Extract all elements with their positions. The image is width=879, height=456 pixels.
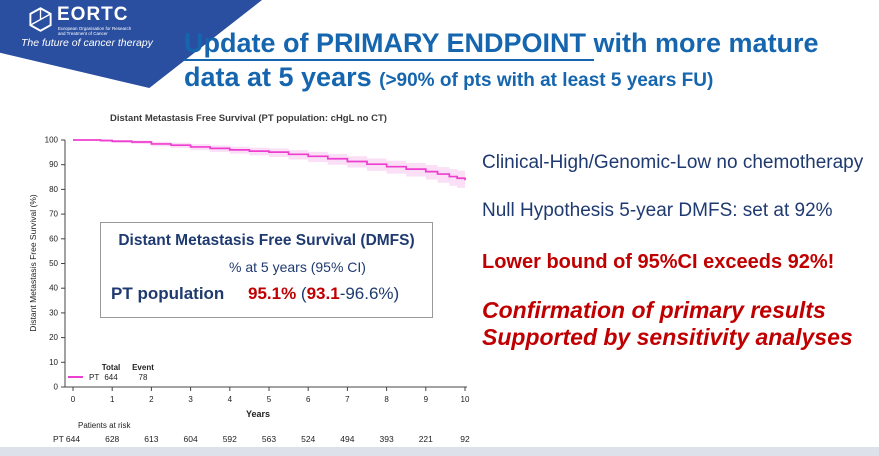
org-subtitle: European Organisation for Research and T… bbox=[58, 26, 132, 36]
svg-text:Total: Total bbox=[102, 363, 121, 372]
svg-text:604: 604 bbox=[184, 434, 198, 444]
commentary-conclusion: Confirmation of primary results Supporte… bbox=[482, 297, 879, 351]
dmfs-ci-lower: 93.1 bbox=[306, 284, 340, 303]
svg-text:0: 0 bbox=[54, 383, 59, 392]
svg-text:70: 70 bbox=[49, 210, 58, 219]
svg-text:Patients at risk: Patients at risk bbox=[78, 421, 131, 430]
svg-text:644: 644 bbox=[104, 373, 118, 382]
svg-text:50: 50 bbox=[49, 259, 58, 268]
dmfs-box-subtitle: % at 5 years (95% CI) bbox=[229, 259, 366, 275]
org-name: EORTC bbox=[57, 4, 129, 25]
confidence-band bbox=[73, 140, 465, 191]
svg-text:2: 2 bbox=[149, 395, 154, 404]
svg-text:7: 7 bbox=[345, 395, 350, 404]
eortc-logo-icon bbox=[29, 7, 52, 32]
commentary-panel: Clinical-High/Genomic-Low no chemotherap… bbox=[482, 152, 879, 351]
org-tagline: The future of cancer therapy bbox=[21, 37, 153, 49]
svg-text:Years: Years bbox=[246, 409, 270, 419]
title-line1-rest: with more mature bbox=[593, 28, 819, 58]
svg-text:494: 494 bbox=[340, 434, 354, 444]
svg-text:90: 90 bbox=[49, 160, 58, 169]
survival-curve bbox=[73, 139, 466, 181]
svg-text:PT: PT bbox=[89, 373, 99, 382]
svg-text:92: 92 bbox=[460, 434, 470, 444]
footer-strip bbox=[0, 447, 879, 456]
dmfs-result-box: Distant Metastasis Free Survival (DMFS) … bbox=[100, 222, 433, 318]
svg-text:9: 9 bbox=[424, 395, 429, 404]
dmfs-estimate: 95.1% bbox=[248, 284, 297, 303]
svg-text:644: 644 bbox=[66, 434, 80, 444]
title-line-2: data at 5 years (>90% of pts with at lea… bbox=[184, 60, 879, 98]
dmfs-ci-open: ( bbox=[296, 284, 307, 303]
dmfs-box-title: Distant Metastasis Free Survival (DMFS) bbox=[118, 232, 415, 249]
svg-text:3: 3 bbox=[188, 395, 193, 404]
svg-text:10: 10 bbox=[461, 395, 470, 404]
conclusion-line-2: Supported by sensitivity analyses bbox=[482, 324, 853, 350]
svg-text:Distant Metastasis Free Surviv: Distant Metastasis Free Survival (%) bbox=[28, 194, 38, 332]
title-line2-main: data at 5 years bbox=[184, 62, 380, 92]
svg-text:78: 78 bbox=[139, 373, 148, 382]
svg-text:8: 8 bbox=[384, 395, 389, 404]
svg-text:592: 592 bbox=[223, 434, 237, 444]
svg-text:5: 5 bbox=[267, 395, 272, 404]
svg-text:628: 628 bbox=[105, 434, 119, 444]
svg-text:393: 393 bbox=[380, 434, 394, 444]
page-title: Update of PRIMARY ENDPOINT with more mat… bbox=[184, 26, 879, 98]
svg-text:30: 30 bbox=[49, 308, 58, 317]
svg-text:40: 40 bbox=[49, 284, 58, 293]
svg-text:100: 100 bbox=[45, 136, 59, 145]
dmfs-row-value: 95.1% (93.1-96.6%) bbox=[248, 284, 399, 304]
svg-text:10: 10 bbox=[49, 358, 58, 367]
commentary-lower-bound: Lower bound of 95%CI exceeds 92%! bbox=[482, 251, 835, 273]
conclusion-line-1: Confirmation of primary results bbox=[482, 297, 826, 323]
svg-text:0: 0 bbox=[71, 395, 76, 404]
svg-text:6: 6 bbox=[306, 395, 311, 404]
dmfs-row-label: PT population bbox=[111, 284, 225, 303]
km-survival-chart: Distant Metastasis Free Survival (PT pop… bbox=[28, 113, 470, 444]
svg-text:563: 563 bbox=[262, 434, 276, 444]
dmfs-ci-close: -96.6%) bbox=[339, 284, 400, 303]
svg-text:80: 80 bbox=[49, 185, 58, 194]
svg-text:60: 60 bbox=[49, 234, 58, 243]
title-line-1: Update of PRIMARY ENDPOINT with more mat… bbox=[184, 26, 879, 61]
svg-text:1: 1 bbox=[110, 395, 115, 404]
svg-text:221: 221 bbox=[419, 434, 433, 444]
svg-text:524: 524 bbox=[301, 434, 315, 444]
commentary-population: Clinical-High/Genomic-Low no chemotherap… bbox=[482, 152, 864, 173]
commentary-null-hypothesis: Null Hypothesis 5-year DMFS: set at 92% bbox=[482, 200, 833, 221]
svg-text:4: 4 bbox=[228, 395, 233, 404]
title-underlined: Update of PRIMARY ENDPOINT bbox=[184, 28, 594, 61]
svg-text:Distant Metastasis Free Surviv: Distant Metastasis Free Survival (PT pop… bbox=[110, 113, 387, 124]
title-note: (>90% of pts with at least 5 years FU) bbox=[379, 70, 714, 91]
svg-text:613: 613 bbox=[144, 434, 158, 444]
svg-text:Event: Event bbox=[132, 363, 154, 372]
svg-text:20: 20 bbox=[49, 333, 58, 342]
svg-text:PT: PT bbox=[53, 434, 64, 444]
